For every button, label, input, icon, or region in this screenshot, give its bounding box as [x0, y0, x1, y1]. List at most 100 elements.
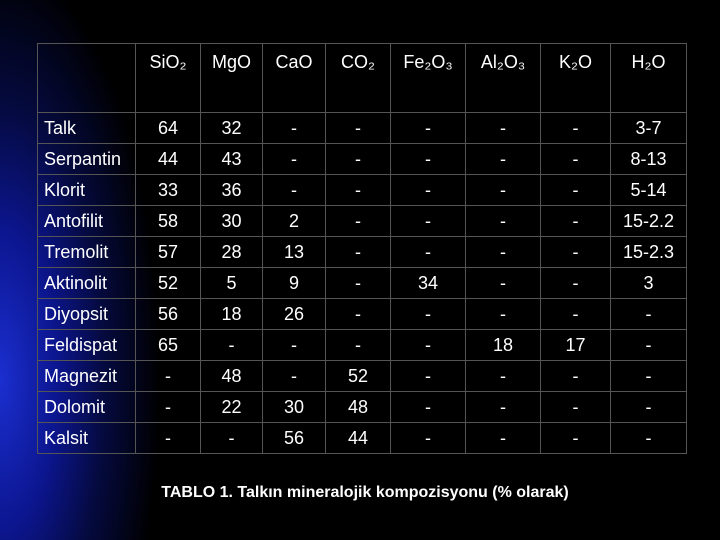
- table-row: Klorit 33 36- - - - -5-14: [37, 174, 687, 206]
- cell: -: [465, 143, 541, 175]
- cell: -: [390, 112, 466, 144]
- cell: -: [465, 360, 541, 392]
- cell: -: [540, 422, 611, 454]
- cell: 5-14: [610, 174, 687, 206]
- cell: 56: [135, 298, 201, 330]
- cell: -: [540, 236, 611, 268]
- cell: 26: [262, 298, 326, 330]
- corner-cell: [37, 43, 136, 113]
- table-row: Magnezit -48-52- - - -: [37, 360, 687, 392]
- cell: 3-7: [610, 112, 687, 144]
- cell: 28: [200, 236, 263, 268]
- cell: -: [465, 391, 541, 423]
- cell: -: [540, 174, 611, 206]
- cell: 15-2.2: [610, 205, 687, 237]
- column-header: K₂O: [540, 43, 611, 113]
- column-header: H₂O: [610, 43, 687, 113]
- cell: -: [540, 267, 611, 299]
- cell: -: [390, 174, 466, 206]
- table-row: Dolomit -22 30 48- - - -: [37, 391, 687, 423]
- cell: -: [325, 329, 391, 361]
- cell: 3: [610, 267, 687, 299]
- cell: -: [200, 422, 263, 454]
- cell: -: [465, 236, 541, 268]
- cell: 32: [200, 112, 263, 144]
- cell: -: [390, 236, 466, 268]
- cell: 36: [200, 174, 263, 206]
- header-row: SiO₂ MgO CaO CO₂ Fe₂O₃ Al₂O₃ K₂O H₂O: [37, 43, 687, 113]
- row-label: Diyopsit: [37, 298, 136, 330]
- cell: 44: [135, 143, 201, 175]
- cell: -: [540, 205, 611, 237]
- row-label: Aktinolit: [37, 267, 136, 299]
- cell: -: [262, 143, 326, 175]
- column-header: Al₂O₃: [465, 43, 541, 113]
- cell: -: [390, 391, 466, 423]
- column-header: CO₂: [325, 43, 391, 113]
- cell: -: [262, 329, 326, 361]
- cell: -: [465, 298, 541, 330]
- cell: -: [262, 112, 326, 144]
- row-label: Feldispat: [37, 329, 136, 361]
- cell: 58: [135, 205, 201, 237]
- cell: 15-2.3: [610, 236, 687, 268]
- cell: 57: [135, 236, 201, 268]
- cell: 22: [200, 391, 263, 423]
- table-caption: TABLO 1. Talkın mineralojik kompozisyonu…: [161, 484, 569, 501]
- table-row: Feldispat 65- - - -18 17-: [37, 329, 687, 361]
- cell: -: [390, 143, 466, 175]
- cell: 30: [262, 391, 326, 423]
- composition-table: SiO₂ MgO CaO CO₂ Fe₂O₃ Al₂O₃ K₂O H₂O Talk 64 32- - -…: [37, 43, 687, 454]
- cell: 5: [200, 267, 263, 299]
- cell: -: [465, 205, 541, 237]
- cell: -: [325, 267, 391, 299]
- cell: 18: [200, 298, 263, 330]
- cell: 17: [540, 329, 611, 361]
- cell: -: [465, 174, 541, 206]
- table-row: Antofilit 58 30 2- - - -15-2.2: [37, 205, 687, 237]
- cell: -: [465, 267, 541, 299]
- cell: -: [390, 360, 466, 392]
- row-label: Magnezit: [37, 360, 136, 392]
- column-header: Fe₂O₃: [390, 43, 466, 113]
- cell: 30: [200, 205, 263, 237]
- table-row: Kalsit - -56 44- - - -: [37, 422, 687, 454]
- cell: 34: [390, 267, 466, 299]
- cell: -: [465, 112, 541, 144]
- cell: -: [262, 360, 326, 392]
- column-header: MgO: [200, 43, 263, 113]
- table-row: Aktinolit 52 5 9-34- -3: [37, 267, 687, 299]
- row-label: Dolomit: [37, 391, 136, 423]
- cell: 65: [135, 329, 201, 361]
- cell: -: [610, 298, 687, 330]
- cell: -: [610, 360, 687, 392]
- cell: -: [390, 298, 466, 330]
- row-label: Tremolit: [37, 236, 136, 268]
- cell: -: [325, 112, 391, 144]
- table-row: Diyopsit 56 18 26- - - - -: [37, 298, 687, 330]
- table-row: Talk 64 32- - - - -3-7: [37, 112, 687, 144]
- cell: -: [262, 174, 326, 206]
- row-label: Antofilit: [37, 205, 136, 237]
- cell: 56: [262, 422, 326, 454]
- cell: 64: [135, 112, 201, 144]
- cell: -: [540, 298, 611, 330]
- cell: 9: [262, 267, 326, 299]
- cell: 2: [262, 205, 326, 237]
- cell: 18: [465, 329, 541, 361]
- column-header: SiO₂: [135, 43, 201, 113]
- cell: -: [135, 391, 201, 423]
- cell: -: [325, 236, 391, 268]
- cell: 33: [135, 174, 201, 206]
- cell: -: [390, 329, 466, 361]
- row-label: Kalsit: [37, 422, 136, 454]
- cell: -: [540, 391, 611, 423]
- cell: -: [325, 143, 391, 175]
- cell: -: [610, 329, 687, 361]
- cell: -: [325, 298, 391, 330]
- cell: 52: [325, 360, 391, 392]
- cell: -: [465, 422, 541, 454]
- cell: 52: [135, 267, 201, 299]
- row-label: Serpantin: [37, 143, 136, 175]
